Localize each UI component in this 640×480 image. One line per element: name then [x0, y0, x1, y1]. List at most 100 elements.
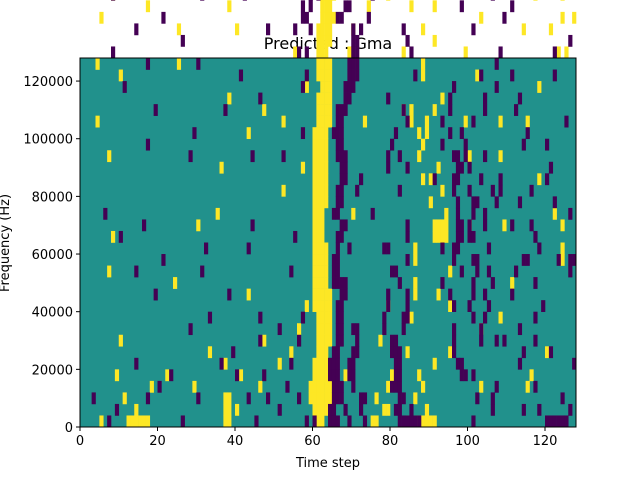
heatmap-cell-low [397, 346, 402, 359]
heatmap-cell-high [328, 69, 333, 82]
heatmap-cell-low [328, 357, 333, 370]
heatmap-cell-low [448, 127, 453, 140]
heatmap-cell-low [475, 196, 480, 209]
heatmap-cell-low [192, 127, 197, 140]
heatmap-cell-low [483, 219, 488, 232]
heatmap-cell-low [335, 311, 340, 324]
heatmap-cell-high [316, 161, 321, 174]
heatmap-cell-low [459, 369, 464, 382]
heatmap-cell-low [355, 346, 360, 359]
heatmap-cell-low [145, 58, 151, 70]
heatmap-cell-high [246, 288, 251, 301]
heatmap-cell-low [339, 184, 344, 197]
heatmap-cell-high [316, 115, 321, 128]
heatmap-cell-high [324, 92, 329, 105]
heatmap-cell-low [552, 415, 557, 428]
heatmap-cell-low [510, 288, 515, 301]
heatmap-cell-low [331, 415, 337, 428]
heatmap-cell-low [405, 34, 410, 47]
heatmap-cell-high [173, 277, 178, 289]
heatmap-cell-low [397, 392, 402, 405]
heatmap-cell-high [111, 230, 116, 243]
heatmap-cell-high [324, 150, 329, 163]
heatmap-cell-high [192, 380, 197, 393]
heatmap-cell-low [494, 58, 499, 70]
heatmap-cell-high [432, 357, 437, 370]
heatmap-cell-low [471, 207, 476, 220]
heatmap-cell-high [448, 265, 453, 278]
x-tick-label: 120 [533, 434, 558, 449]
heatmap-cell-low [118, 230, 123, 243]
heatmap-cell-high [316, 138, 321, 151]
heatmap-cell-low [552, 46, 557, 59]
heatmap-cell-low [328, 415, 333, 428]
heatmap-cell-low [455, 150, 461, 163]
heatmap-cell-high [312, 219, 317, 232]
y-axis-label: Frequency (Hz) [0, 194, 13, 292]
heatmap-cell-low [227, 288, 232, 301]
heatmap-cell-high [324, 34, 329, 47]
heatmap-cell-low [293, 230, 298, 243]
heatmap-cell-low [111, 46, 116, 59]
heatmap-cell-high [215, 207, 220, 220]
heatmap-cell-low [545, 138, 550, 151]
heatmap-cell-high [223, 415, 228, 428]
heatmap-cell-low [401, 415, 406, 428]
heatmap-cell-low [258, 334, 263, 347]
heatmap-cell-low [331, 207, 337, 220]
heatmap-cell-high [316, 380, 321, 393]
heatmap-cell-low [258, 92, 263, 105]
heatmap-cell-high [304, 81, 309, 93]
heatmap-cell-high [432, 34, 437, 47]
heatmap-cell-high [312, 265, 317, 278]
heatmap-cell-low [533, 311, 538, 324]
heatmap-cell-low [486, 265, 492, 278]
heatmap-cell-high [432, 0, 437, 13]
heatmap-cell-low [386, 300, 391, 312]
heatmap-cell-low [440, 242, 445, 255]
heatmap-cell-low [502, 334, 507, 347]
heatmap-cell-low [386, 150, 391, 163]
heatmap-cell-low [405, 415, 410, 428]
heatmap-cell-low [393, 369, 399, 382]
heatmap-cell-high [138, 415, 143, 428]
heatmap-cell-low [359, 23, 364, 36]
heatmap-cell-high [227, 415, 232, 428]
heatmap-cell-high [324, 46, 329, 59]
heatmap-cell-low [277, 323, 282, 336]
heatmap-cell-high [316, 23, 321, 36]
heatmap-cell-high [405, 346, 410, 359]
heatmap-cell-low [153, 288, 158, 301]
heatmap-cell-low [568, 207, 573, 220]
heatmap-cell-low [405, 230, 410, 243]
heatmap-cell-low [564, 115, 569, 128]
heatmap-cell-low [390, 138, 395, 151]
heatmap-cell-low [335, 150, 340, 163]
heatmap-cell-low [479, 173, 484, 186]
heatmap-cell-high [316, 334, 321, 347]
heatmap-cell-low [533, 277, 538, 289]
heatmap-cell-high [386, 380, 391, 393]
heatmap-cell-high [235, 403, 240, 416]
heatmap-cell-low [204, 242, 209, 255]
heatmap-cell-low [343, 288, 348, 301]
heatmap-cell-high [316, 277, 321, 289]
heatmap-cell-low [455, 357, 461, 370]
heatmap-cell-low [572, 254, 577, 266]
heatmap-cell-low [266, 23, 271, 36]
x-axis-label: Time step [295, 456, 360, 471]
heatmap-cell-high [312, 403, 317, 416]
heatmap-cell-high [498, 150, 503, 163]
heatmap-cell-low [405, 288, 410, 301]
heatmap-cell-low [568, 34, 573, 47]
heatmap-cell-high [467, 150, 472, 163]
heatmap-cell-low [510, 219, 515, 232]
heatmap-cell-low [339, 277, 344, 289]
heatmap-cell-low [347, 69, 352, 82]
heatmap-cell-low [339, 300, 344, 312]
heatmap-cell-low [289, 357, 294, 370]
heatmap-cell-high [238, 369, 244, 382]
heatmap-cell-high [324, 0, 329, 1]
heatmap-cell-low [517, 196, 523, 209]
heatmap-cell-low [351, 46, 356, 59]
